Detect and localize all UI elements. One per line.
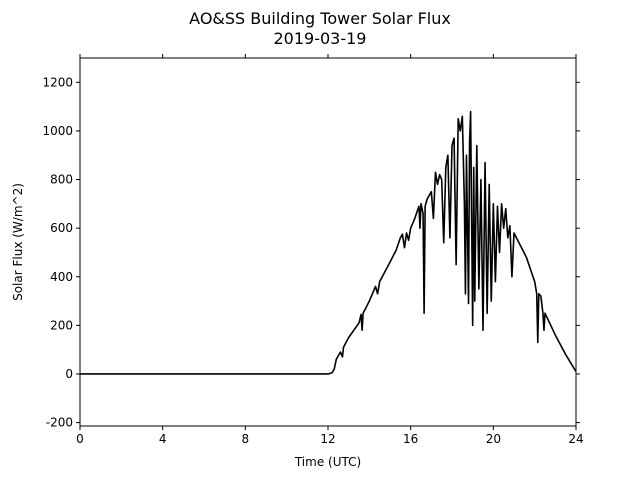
chart-subtitle: 2019-03-19: [274, 29, 367, 48]
x-tick-label: 4: [159, 432, 167, 446]
x-tick-label: 24: [568, 432, 583, 446]
y-tick-label: 800: [50, 173, 73, 187]
y-tick-label: 200: [50, 318, 73, 332]
y-tick-label: 0: [65, 367, 73, 381]
y-tick-label: 400: [50, 270, 73, 284]
x-tick-label: 12: [320, 432, 335, 446]
chart-title: AO&SS Building Tower Solar Flux: [189, 9, 451, 28]
y-tick-label: 600: [50, 221, 73, 235]
x-tick-label: 8: [242, 432, 250, 446]
x-axis-label: Time (UTC): [294, 455, 361, 469]
data-line: [80, 110, 577, 375]
y-tick-label: 1000: [42, 124, 73, 138]
plot-frame: [79, 57, 577, 427]
x-tick-label: 16: [403, 432, 418, 446]
y-axis-label: Solar Flux (W/m^2): [11, 183, 25, 301]
x-tick-label: 20: [486, 432, 501, 446]
y-tick-label: -200: [46, 416, 73, 430]
y-tick-label: 1200: [42, 75, 73, 89]
x-tick-label: 0: [76, 432, 84, 446]
